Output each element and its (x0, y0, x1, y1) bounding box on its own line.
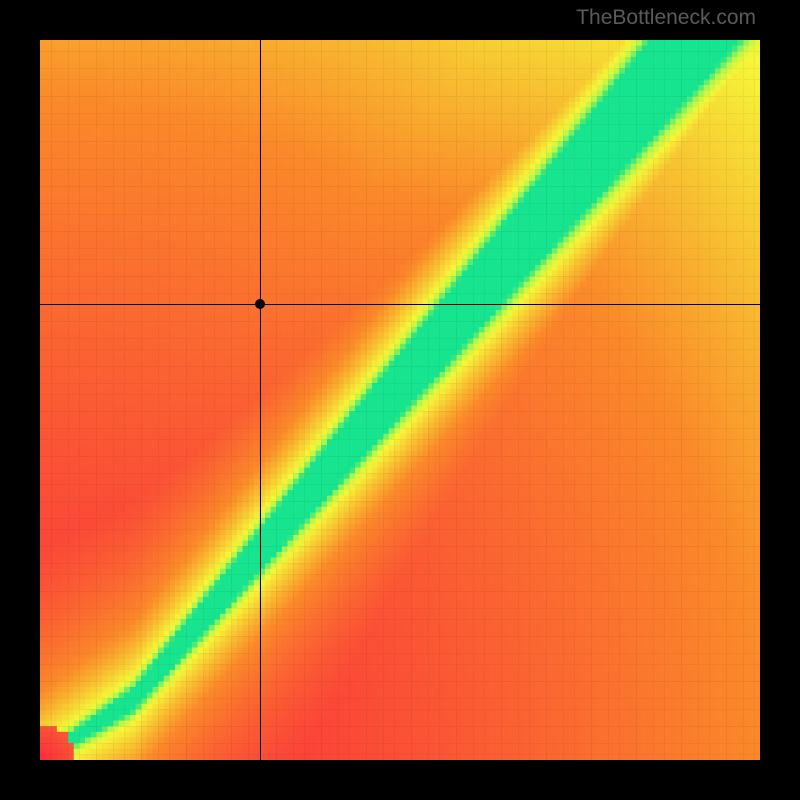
crosshair-horizontal (40, 304, 760, 305)
heatmap-plot (40, 40, 760, 760)
heatmap-canvas (40, 40, 760, 760)
crosshair-marker (255, 299, 265, 309)
watermark-text: TheBottleneck.com (576, 6, 756, 30)
crosshair-vertical (260, 40, 261, 760)
